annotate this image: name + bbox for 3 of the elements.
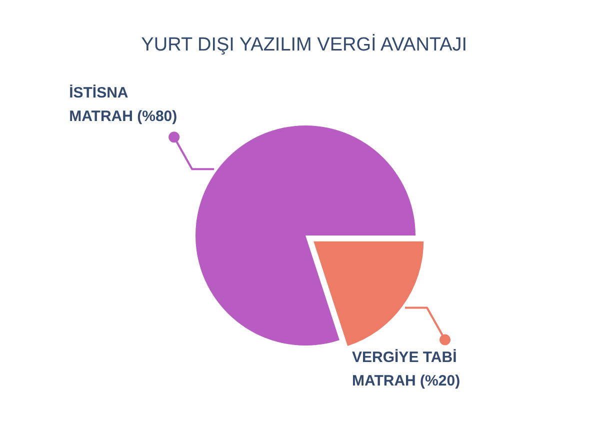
- legend-label: VERGİYE TABİ MATRAH (%20): [352, 348, 460, 390]
- slice-label: İSTİSNA MATRAH (%80): [69, 84, 178, 126]
- chart-title: YURT DIŞI YAZILIM VERGİ AVANTAJI: [141, 34, 468, 56]
